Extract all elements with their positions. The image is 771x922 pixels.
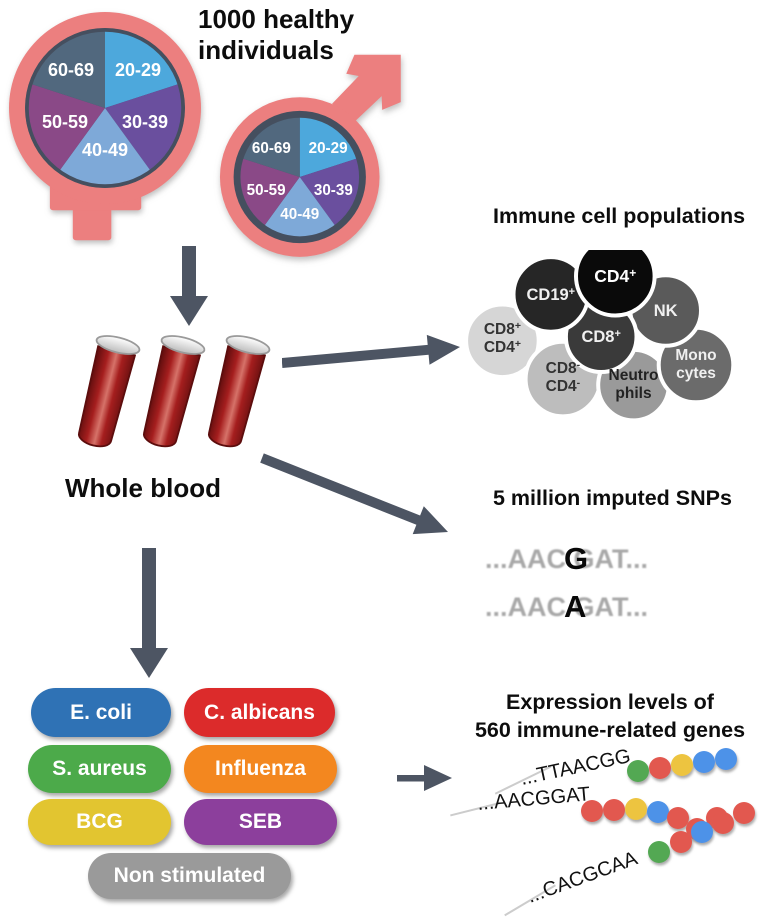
svg-text:50-59: 50-59 [247,182,286,199]
svg-text:CD19+: CD19+ [526,286,575,304]
svg-text:Neutro: Neutro [609,367,659,384]
svg-text:20-29: 20-29 [309,140,348,157]
svg-text:NK: NK [654,302,678,320]
svg-text:phils: phils [615,385,651,402]
svg-text:20-29: 20-29 [115,60,161,80]
svg-text:30-39: 30-39 [314,182,353,199]
svg-text:CD4-: CD4- [546,377,581,395]
svg-text:...AACGGAT: ...AACGGAT [477,783,591,815]
svg-text:60-69: 60-69 [48,60,94,80]
svg-text:cytes: cytes [676,365,716,382]
svg-text:40-49: 40-49 [280,206,319,223]
svg-text:Mono: Mono [675,347,716,364]
svg-text:...TTAACGG: ...TTAACGG [518,745,632,790]
svg-text:30-39: 30-39 [122,112,168,132]
svg-text:G: G [564,541,588,576]
svg-text:...CACGCAA: ...CACGCAA [524,847,641,907]
svg-text:60-69: 60-69 [252,140,291,157]
svg-text:50-59: 50-59 [42,112,88,132]
svg-text:A: A [564,589,586,624]
svg-text:CD8-: CD8- [546,359,581,377]
svg-text:40-49: 40-49 [82,140,128,160]
